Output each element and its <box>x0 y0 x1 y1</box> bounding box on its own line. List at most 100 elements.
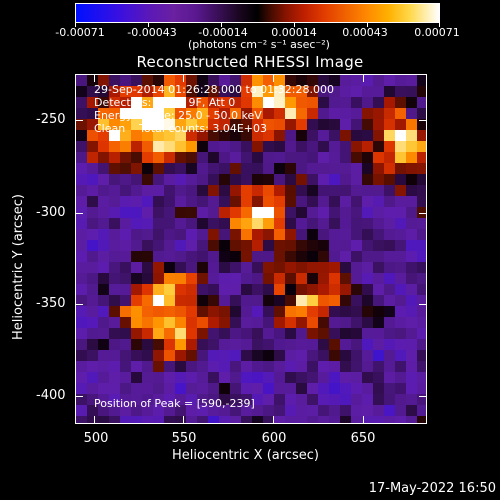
heatmap-cell <box>131 185 142 196</box>
energy-range-label: Energy Range: 25.0 - 50.0 keV <box>94 109 262 122</box>
heatmap-cell <box>219 174 230 185</box>
heatmap-cell <box>98 262 109 273</box>
heatmap-cell <box>417 97 426 108</box>
heatmap-cell <box>186 394 197 405</box>
heatmap-cell <box>153 273 164 284</box>
heatmap-cell <box>417 262 426 273</box>
heatmap-cell <box>131 240 142 251</box>
heatmap-cell <box>120 306 131 317</box>
heatmap-cell <box>208 86 219 97</box>
heatmap-cell <box>406 207 417 218</box>
heatmap-cell <box>263 372 274 383</box>
heatmap-cell <box>417 372 426 383</box>
heatmap-cell <box>219 108 230 119</box>
heatmap-cell <box>307 317 318 328</box>
heatmap-cell <box>384 317 395 328</box>
heatmap-cell <box>362 350 373 361</box>
heatmap-cell <box>109 185 120 196</box>
heatmap-cell <box>98 218 109 229</box>
heatmap-cell <box>285 350 296 361</box>
heatmap-cell <box>131 306 142 317</box>
heatmap-cell <box>175 273 186 284</box>
heatmap-cell <box>142 339 153 350</box>
heatmap-cell <box>208 163 219 174</box>
colorbar-tick-label: 0.00043 <box>342 26 388 39</box>
heatmap-cell <box>362 317 373 328</box>
heatmap-cell <box>109 207 120 218</box>
heatmap-cell <box>142 185 153 196</box>
heatmap-cell <box>406 284 417 295</box>
heatmap-cell <box>373 405 384 416</box>
heatmap-cell <box>175 295 186 306</box>
heatmap-cell <box>153 317 164 328</box>
heatmap-cell <box>197 372 208 383</box>
heatmap-cell <box>340 372 351 383</box>
heatmap-cell <box>142 196 153 207</box>
heatmap-cell <box>186 262 197 273</box>
heatmap-cell <box>395 218 406 229</box>
heatmap-cell <box>208 405 219 416</box>
heatmap-cell <box>164 405 175 416</box>
heatmap-cell <box>351 141 362 152</box>
heatmap-cell <box>384 273 395 284</box>
heatmap-cell <box>307 130 318 141</box>
heatmap-cell <box>186 405 197 416</box>
heatmap-cell <box>76 328 87 339</box>
heatmap-cell <box>230 361 241 372</box>
heatmap-cell <box>208 350 219 361</box>
heatmap-cell <box>329 295 340 306</box>
heatmap-cell <box>318 295 329 306</box>
heatmap-cell <box>120 174 131 185</box>
heatmap-cell <box>186 284 197 295</box>
heatmap-cell <box>230 394 241 405</box>
heatmap-cell <box>131 262 142 273</box>
heatmap-cell <box>373 328 384 339</box>
heatmap-cell <box>241 240 252 251</box>
heatmap-cell <box>373 196 384 207</box>
heatmap-cell <box>219 207 230 218</box>
heatmap-cell <box>197 75 208 86</box>
heatmap-cell <box>241 405 252 416</box>
heatmap-cell <box>197 295 208 306</box>
heatmap-cell <box>362 86 373 97</box>
heatmap-cell <box>351 284 362 295</box>
heatmap-cell <box>318 218 329 229</box>
colorbar-tick-label: 0.00071 <box>414 26 460 39</box>
heatmap-cell <box>285 317 296 328</box>
heatmap-cell <box>120 163 131 174</box>
heatmap-cell <box>164 152 175 163</box>
heatmap-cell <box>351 174 362 185</box>
heatmap-cell <box>296 306 307 317</box>
heatmap-cell <box>263 284 274 295</box>
heatmap-cell <box>87 163 98 174</box>
heatmap-cell <box>98 284 109 295</box>
heatmap-cell <box>373 185 384 196</box>
heatmap-cell <box>384 75 395 86</box>
heatmap-cell <box>307 196 318 207</box>
heatmap-cell <box>395 119 406 130</box>
heatmap-cell <box>219 350 230 361</box>
heatmap-cell <box>76 262 87 273</box>
heatmap-cell <box>153 229 164 240</box>
heatmap-cell <box>373 317 384 328</box>
heatmap-cell <box>142 372 153 383</box>
heatmap-cell <box>98 119 109 130</box>
heatmap-cell <box>307 383 318 394</box>
heatmap-cell <box>329 251 340 262</box>
heatmap-cell <box>373 163 384 174</box>
heatmap-cell <box>252 207 263 218</box>
heatmap-cell <box>131 97 142 108</box>
heatmap-cell <box>219 240 230 251</box>
heatmap-cell <box>142 119 153 130</box>
heatmap-cell <box>340 185 351 196</box>
heatmap-cell <box>120 328 131 339</box>
heatmap-cell <box>406 185 417 196</box>
heatmap-cell <box>296 416 307 423</box>
heatmap-cell <box>164 218 175 229</box>
heatmap-cell <box>307 350 318 361</box>
heatmap-cell <box>373 218 384 229</box>
heatmap-cell <box>131 405 142 416</box>
heatmap-cell <box>395 196 406 207</box>
heatmap-cell <box>186 163 197 174</box>
heatmap-cell <box>252 306 263 317</box>
